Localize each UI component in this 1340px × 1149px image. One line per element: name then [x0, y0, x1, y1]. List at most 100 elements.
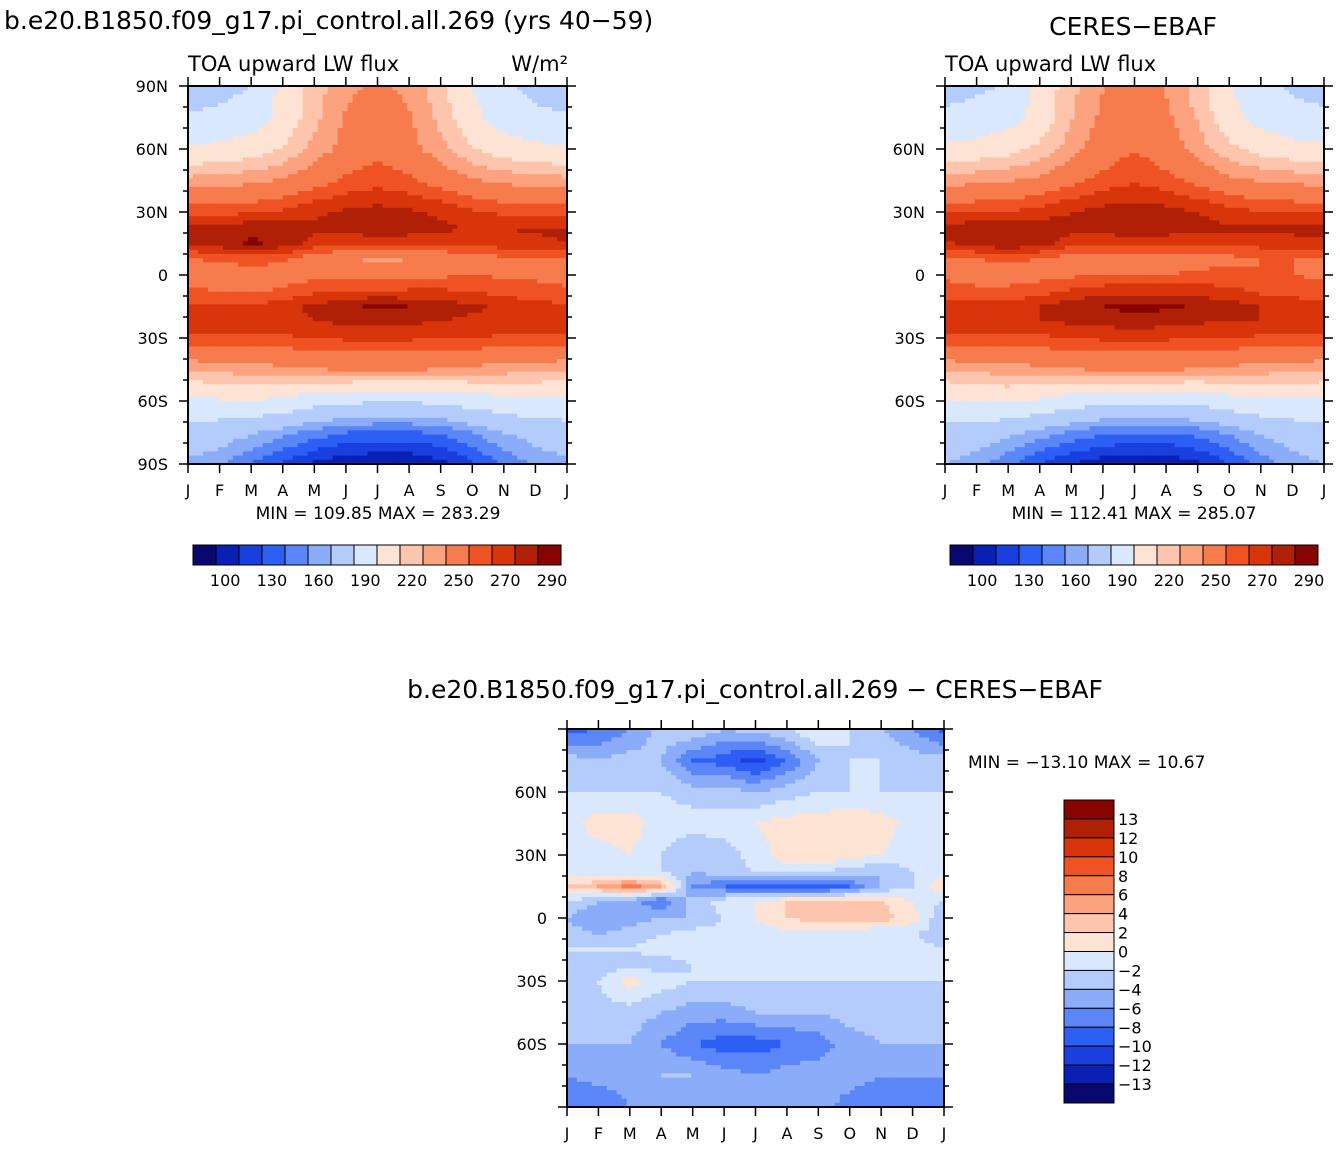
heatmap-cell: [287, 153, 294, 158]
heatmap-cell: [357, 304, 364, 310]
heatmap-cell: [227, 233, 234, 238]
heatmap-cell: [352, 191, 359, 196]
heatmap-cell: [557, 333, 563, 339]
heatmap-cell: [512, 107, 518, 112]
heatmap-cell: [362, 199, 369, 205]
heatmap-cell: [327, 216, 334, 221]
heatmap-cell: [352, 325, 359, 331]
heatmap-cell: [352, 220, 359, 226]
heatmap-cell: [557, 157, 563, 163]
heatmap-cell: [427, 191, 433, 196]
heatmap-cell: [332, 359, 339, 364]
heatmap-cell: [522, 224, 528, 230]
heatmap-cell: [467, 153, 473, 158]
heatmap-cell: [452, 157, 458, 163]
heatmap-cell: [327, 144, 334, 150]
heatmap-cell: [277, 245, 284, 251]
heatmap-cell: [227, 296, 234, 301]
heatmap-cell: [482, 144, 488, 150]
heatmap-cell: [472, 224, 478, 230]
heatmap-cell: [547, 220, 553, 226]
heatmap-cell: [397, 132, 404, 137]
heatmap-cell: [232, 98, 239, 104]
heatmap-cell: [442, 119, 448, 125]
heatmap-cell: [217, 308, 224, 314]
heatmap-cell: [487, 228, 493, 234]
heatmap-cell: [562, 283, 568, 289]
heatmap-cell: [302, 98, 309, 104]
heatmap-cell: [247, 279, 254, 284]
heatmap-cell: [542, 157, 548, 163]
heatmap-cell: [497, 186, 503, 192]
heatmap-cell: [547, 115, 553, 121]
heatmap-cell: [342, 308, 349, 314]
heatmap-cell: [307, 136, 314, 142]
heatmap-cell: [202, 165, 209, 171]
heatmap-cell: [188, 287, 194, 293]
heatmap-cell: [312, 115, 319, 121]
heatmap-cell: [532, 346, 538, 352]
heatmap-cell: [312, 254, 319, 259]
heatmap-cell: [197, 191, 204, 196]
heatmap-cell: [262, 346, 269, 352]
heatmap-cell: [188, 115, 194, 121]
heatmap-cell: [227, 86, 234, 91]
heatmap-cell: [487, 195, 493, 200]
heatmap-cell: [292, 157, 299, 163]
heatmap-cell: [527, 237, 533, 242]
heatmap-cell: [562, 111, 568, 116]
heatmap-cell: [492, 86, 498, 91]
heatmap-cell: [472, 136, 478, 142]
heatmap-cell: [247, 157, 254, 163]
heatmap-cell: [402, 287, 409, 293]
heatmap-cell: [332, 317, 339, 322]
heatmap-cell: [362, 346, 369, 352]
heatmap-cell: [192, 220, 199, 226]
heatmap-cell: [462, 262, 468, 268]
heatmap-cell: [312, 191, 319, 196]
heatmap-cell: [402, 115, 409, 121]
heatmap-cell: [402, 245, 409, 251]
heatmap-cell: [197, 195, 204, 200]
heatmap-cell: [272, 90, 279, 95]
heatmap-cell: [192, 115, 199, 121]
heatmap-cell: [512, 102, 518, 108]
heatmap-cell: [452, 216, 458, 221]
heatmap-cell: [337, 262, 344, 268]
heatmap-cell: [202, 195, 209, 200]
heatmap-cell: [372, 136, 379, 142]
heatmap-cell: [552, 212, 558, 217]
heatmap-cell: [292, 317, 299, 322]
heatmap-cell: [192, 216, 199, 221]
heatmap-cell: [447, 195, 453, 200]
heatmap-cell: [212, 149, 219, 154]
heatmap-cell: [442, 333, 448, 339]
heatmap-cell: [522, 212, 528, 217]
heatmap-cell: [422, 178, 428, 184]
heatmap-cell: [402, 216, 409, 221]
heatmap-cell: [322, 266, 329, 272]
heatmap-cell: [477, 153, 483, 158]
heatmap-cell: [497, 94, 503, 100]
heatmap-cell: [252, 262, 259, 268]
heatmap-cell: [312, 186, 319, 192]
heatmap-cell: [487, 321, 493, 326]
heatmap-cell: [522, 287, 528, 293]
heatmap-cell: [242, 233, 249, 238]
heatmap-cell: [287, 312, 294, 318]
heatmap-cell: [307, 254, 314, 259]
heatmap-cell: [437, 233, 443, 238]
heatmap-cell: [257, 262, 264, 268]
heatmap-cell: [377, 241, 384, 247]
heatmap-cell: [272, 321, 279, 326]
heatmap-cell: [402, 170, 409, 175]
heatmap-cell: [512, 262, 518, 268]
heatmap-cell: [522, 161, 528, 167]
heatmap-cell: [452, 346, 458, 352]
heatmap-cell: [377, 161, 384, 167]
heatmap-cell: [192, 207, 199, 213]
heatmap-cell: [402, 191, 409, 196]
heatmap-cell: [322, 178, 329, 184]
heatmap-cell: [357, 94, 364, 100]
heatmap-cell: [377, 149, 384, 154]
